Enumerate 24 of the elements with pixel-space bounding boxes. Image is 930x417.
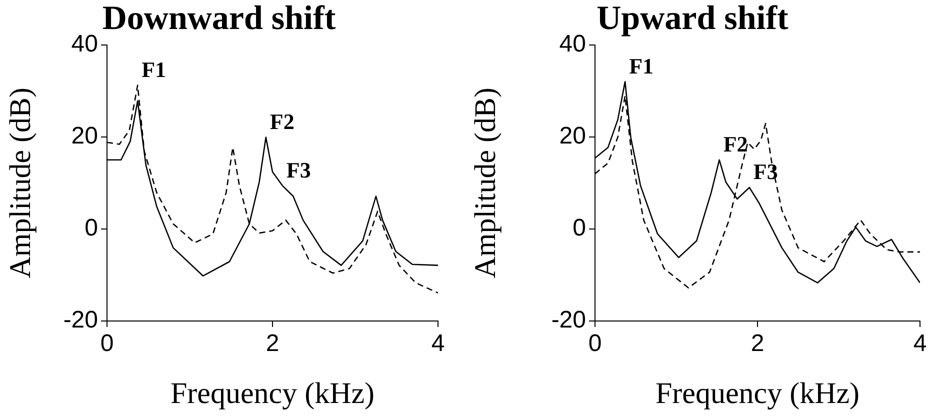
x-tick-label: 4 <box>431 330 445 358</box>
y-axis-title: Amplitude (dB) <box>4 87 37 278</box>
y-tick-label: 20 <box>71 122 98 150</box>
chart-title: Upward shift <box>596 0 790 38</box>
y-axis-title: Amplitude (dB) <box>468 87 502 278</box>
x-axis-title: Frequency (kHz) <box>655 376 860 410</box>
y-tick-label: 20 <box>559 122 586 150</box>
x-tick-label: 4 <box>913 330 927 358</box>
annotation: F1 <box>629 53 654 78</box>
y-tick-label: 0 <box>84 214 98 242</box>
y-tick-label: -20 <box>551 306 586 334</box>
x-tick-label: 2 <box>750 330 764 358</box>
y-tick-label: -20 <box>63 306 98 334</box>
y-tick-label: 0 <box>572 214 586 242</box>
annotation: F3 <box>753 159 778 184</box>
y-tick-label: 40 <box>559 30 586 58</box>
chart-title: Downward shift <box>102 0 336 38</box>
annotation: F2 <box>723 132 748 157</box>
x-axis-title: Frequency (kHz) <box>170 376 375 410</box>
x-tick-label: 2 <box>266 330 280 358</box>
annotation: F2 <box>270 109 294 134</box>
y-tick-label: 40 <box>71 30 98 58</box>
annotation: F3 <box>286 157 311 182</box>
annotation: F1 <box>142 56 166 82</box>
